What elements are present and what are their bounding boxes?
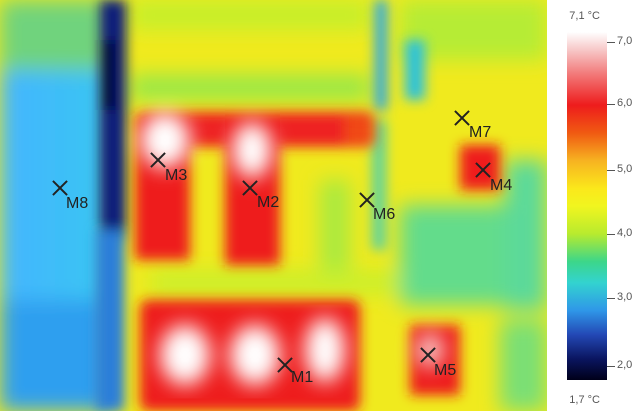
marker-m2-cross (242, 180, 258, 196)
scale-tick-mark (607, 298, 615, 299)
scale-tick-label: 4,0 (617, 227, 633, 239)
marker-m3-label: M3 (165, 167, 188, 184)
temperature-color-bar (567, 32, 607, 380)
marker-m3-cross (150, 152, 166, 168)
marker-m2-label: M2 (257, 194, 280, 211)
marker-m4-label: M4 (490, 177, 513, 194)
marker-m8-label: M8 (66, 195, 89, 212)
thermal-image (0, 0, 547, 411)
scale-tick-label: 3,0 (617, 291, 633, 303)
marker-m1-label: M1 (291, 369, 314, 386)
scale-tick-mark (607, 366, 615, 367)
scale-tick-mark (607, 104, 615, 105)
marker-m5-cross (420, 347, 436, 363)
marker-m4-cross (475, 162, 491, 178)
scale-tick-mark (607, 170, 615, 171)
marker-m6-label: M6 (373, 206, 396, 223)
scale-tick-label: 5,0 (617, 163, 633, 175)
marker-m8-cross (52, 180, 68, 196)
marker-m5-label: M5 (434, 362, 457, 379)
marker-m7-label: M7 (469, 124, 492, 141)
scale-tick-label: 2,0 (617, 359, 633, 371)
scale-tick-mark (607, 234, 615, 235)
marker-m7-cross (454, 110, 470, 126)
scale-min-label: 1,7 °C (569, 394, 600, 406)
scale-max-label: 7,1 °C (569, 10, 600, 22)
scale-tick-label: 6,0 (617, 97, 633, 109)
scale-ticks: 7,0 6,0 5,0 4,0 3,0 2,0 (607, 32, 637, 380)
scale-tick-label: 7,0 (617, 35, 633, 47)
scale-tick-mark (607, 42, 615, 43)
